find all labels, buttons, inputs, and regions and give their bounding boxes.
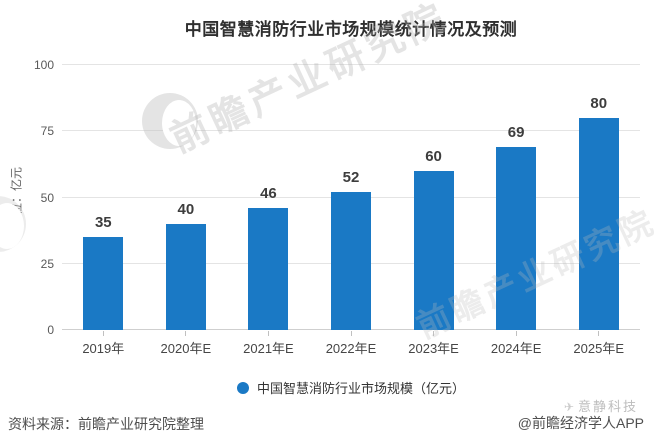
x-tick-label: 2025年E (573, 341, 624, 356)
y-tick-label: 75 (40, 124, 54, 139)
chart-title: 中国智慧消防行业市场规模统计情况及预测 (184, 20, 518, 39)
x-axis-tick (185, 331, 187, 336)
bar-2019年 (83, 237, 124, 330)
source-text: 资料来源：前瞻产业研究院整理 (8, 416, 204, 432)
bar-2025年E (578, 118, 619, 330)
x-tick-label: 2024年E (490, 341, 542, 356)
x-tick-label: 2022年E (325, 341, 377, 356)
bar-2024年E (496, 147, 537, 330)
x-tick-label: 2021年E (243, 341, 294, 356)
bar-2021年E (248, 208, 289, 330)
bar-value-label: 52 (342, 169, 360, 187)
y-tick-label: 100 (33, 58, 54, 72)
bar-2020年E (165, 224, 206, 330)
gridline-y100 (62, 64, 640, 65)
bar-value-label: 40 (177, 201, 195, 218)
x-tick-label: 2020年E (160, 341, 212, 356)
x-axis-tick (267, 331, 269, 336)
corner-watermark-text: 意静科技 (577, 399, 638, 414)
bar-value-label: 46 (260, 185, 277, 203)
y-tick-label: 50 (40, 190, 54, 205)
bar-value-label: 35 (94, 214, 112, 232)
x-axis: 2019年 2020年E 2021年E 2022年E 2023年E 2024年E 2025年… (62, 330, 640, 358)
legend: 中国智慧消防行业市场规模（亿元） (62, 378, 640, 397)
x-axis-tick (350, 331, 352, 336)
legend-label: 中国智慧消防行业市场规模（亿元） (256, 381, 465, 396)
bar-value-label: 80 (590, 95, 608, 112)
x-tick-label: 2023年E (408, 341, 459, 356)
x-tick-label: 2019年 (82, 341, 125, 356)
y-tick-label: 0 (47, 323, 54, 337)
x-axis-tick (433, 331, 435, 336)
y-axis-ticks: 0 25 50 75 100 (0, 58, 54, 337)
legend-marker-icon (236, 381, 249, 394)
bar-value-label: 69 (507, 124, 525, 142)
x-axis-tick (598, 331, 600, 336)
gridline-y75 (62, 130, 640, 132)
y-tick-label: 25 (40, 256, 54, 271)
bar-value-label: 60 (425, 148, 442, 165)
credit-text: @前瞻经济学人APP (517, 415, 644, 431)
bar-2023年E (413, 171, 454, 330)
corner-watermark: ✈ 意静科技 (564, 396, 638, 415)
plot-area: 35 40 46 52 60 69 80 (62, 64, 640, 330)
bar-2022年E (331, 192, 371, 330)
x-axis-tick (515, 331, 517, 336)
paper-plane-icon: ✈ (563, 400, 574, 414)
x-axis-tick (102, 331, 104, 336)
